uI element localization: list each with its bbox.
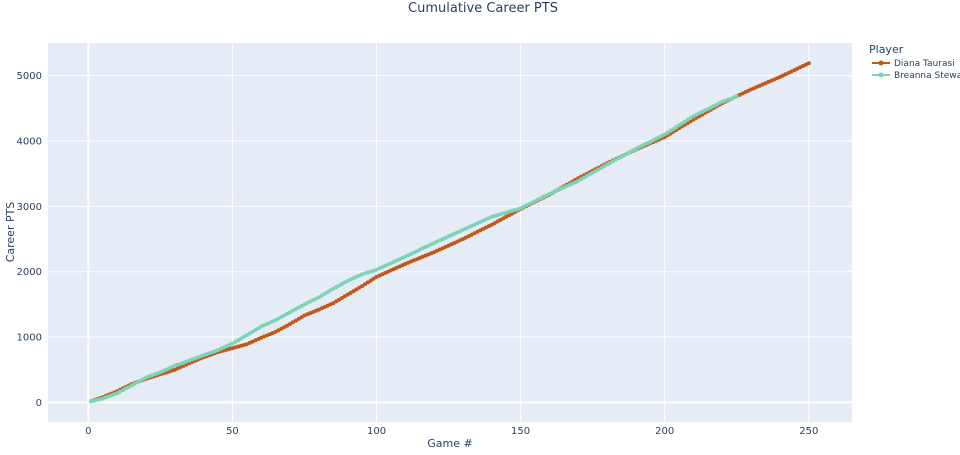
data-point: [734, 94, 739, 99]
data-point: [371, 276, 376, 281]
data-point: [365, 280, 370, 285]
y-tick-label: 3000: [17, 202, 42, 213]
x-tick-label: 200: [655, 426, 674, 437]
legend-label: Breanna Stewart: [894, 71, 960, 81]
data-point: [334, 299, 339, 304]
data-point: [331, 301, 336, 306]
data-point: [328, 288, 333, 293]
data-point: [360, 284, 365, 289]
y-tick-label: 5000: [17, 71, 42, 82]
data-point: [348, 290, 353, 295]
data-point: [576, 178, 581, 183]
legend-swatch-marker: [878, 72, 884, 78]
data-point: [239, 336, 244, 341]
data-point: [230, 341, 235, 346]
x-tick-label: 0: [85, 426, 91, 437]
data-point: [602, 164, 607, 169]
data-point: [342, 294, 347, 299]
y-tick-label: 0: [36, 398, 42, 409]
legend-label: Diana Taurasi: [894, 59, 955, 69]
grid-lines: [48, 43, 852, 422]
legend[interactable]: Player Diana Taurasi Breanna Stewart: [869, 43, 960, 81]
data-point: [354, 287, 359, 292]
y-tick-label: 1000: [17, 333, 42, 344]
y-tick-label: 2000: [17, 267, 42, 278]
x-axis-title: Game #: [427, 437, 472, 450]
x-tick-label: 50: [226, 426, 239, 437]
data-point: [293, 318, 298, 323]
data-point: [584, 174, 589, 178]
data-point: [244, 333, 249, 338]
data-point: [299, 315, 304, 320]
data-point: [665, 130, 670, 135]
legend-swatch-marker: [878, 60, 884, 66]
data-point: [236, 338, 241, 343]
chart-title: Cumulative Career PTS: [408, 1, 558, 16]
data-point: [685, 117, 690, 122]
x-tick-label: 250: [799, 426, 818, 437]
legend-title: Player: [869, 43, 904, 56]
legend-item-breanna-stewart[interactable]: Breanna Stewart: [872, 71, 960, 81]
y-tick-label: 4000: [17, 137, 42, 148]
x-tick-label: 150: [511, 426, 530, 437]
data-point: [357, 285, 362, 290]
data-point: [363, 282, 367, 287]
data-point: [296, 316, 301, 321]
data-point: [345, 292, 350, 297]
data-point: [806, 61, 811, 66]
data-point: [250, 329, 255, 334]
data-point: [253, 328, 258, 332]
series-layer: [89, 61, 811, 404]
legend-item-diana-taurasi[interactable]: Diana Taurasi: [872, 59, 955, 69]
data-point: [677, 123, 682, 128]
data-point: [325, 290, 330, 295]
data-point: [662, 132, 667, 137]
data-point: [674, 125, 679, 130]
data-point: [671, 127, 676, 131]
data-point: [682, 119, 687, 124]
series-breanna-stewart: [89, 94, 739, 404]
data-point: [290, 320, 295, 325]
data-point: [316, 295, 321, 300]
tick-labels: 0 50 100 150 200 250 0 1000 2000 3000 4000 5000: [17, 71, 819, 437]
data-point: [593, 169, 598, 174]
data-point: [339, 296, 344, 300]
data-point: [247, 331, 252, 336]
y-axis-title: Career PTS: [4, 202, 17, 263]
data-point: [233, 339, 238, 344]
data-point: [688, 116, 693, 120]
data-point: [322, 291, 327, 296]
x-tick-label: 100: [367, 426, 386, 437]
data-point: [680, 121, 684, 126]
